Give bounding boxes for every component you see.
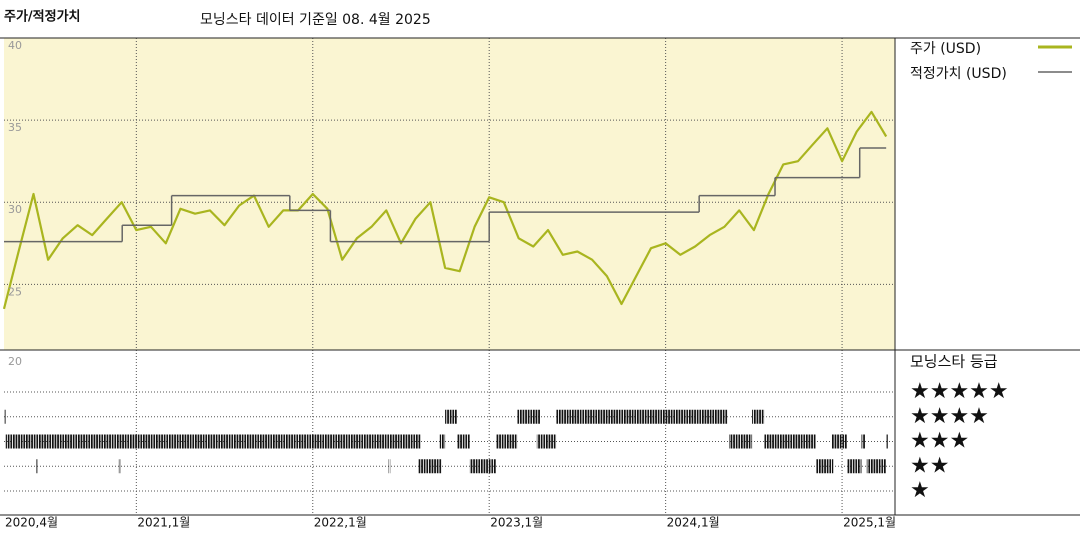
rating-bar	[5, 434, 421, 449]
rating-bar	[35, 459, 38, 474]
rating-panel-label: 20	[8, 355, 22, 368]
rating-bar	[861, 434, 866, 449]
rating-star-label: ★★	[910, 453, 949, 478]
rating-star-label: ★★★	[910, 429, 969, 454]
plot-background	[4, 38, 895, 350]
rating-title: 모닝스타 등급	[910, 353, 998, 371]
rating-star-label: ★	[910, 478, 930, 503]
x-tick-label: 2024,1월	[667, 516, 720, 530]
rating-bar	[118, 459, 121, 474]
chart-title: 주가/적정가치	[4, 9, 81, 25]
x-tick-label: 2023,1월	[490, 516, 543, 530]
rating-star-label: ★★★★★	[910, 379, 1009, 404]
price-line	[2, 110, 888, 310]
rating-bar	[418, 459, 442, 474]
rating-bar	[536, 434, 557, 449]
rating-bar	[469, 459, 497, 474]
x-tick-label: 2021,1월	[137, 516, 190, 530]
rating-bar	[729, 434, 753, 449]
rating-bar	[866, 459, 887, 474]
rating-bar	[445, 409, 458, 424]
marks	[2, 110, 888, 474]
y-tick-label: 35	[8, 121, 22, 134]
rating-bar	[388, 459, 391, 474]
y-tick-label: 30	[8, 203, 22, 216]
rating-bar	[847, 459, 862, 474]
chart-subtitle: 모닝스타 데이터 기준일 08. 4월 2025	[200, 12, 431, 28]
rating-bar	[496, 434, 518, 449]
legend-label: 적정가치 (USD)	[910, 66, 1007, 82]
rating-bar	[815, 459, 834, 474]
x-tick-label: 2020,4월	[5, 516, 58, 530]
rating-bar	[764, 434, 816, 449]
rating-bar	[4, 409, 6, 424]
rating-star-label: ★★★★	[910, 404, 989, 429]
x-tick-label: 2025,1월	[843, 516, 896, 530]
rating-bar	[439, 434, 446, 449]
y-tick-label: 25	[8, 285, 22, 298]
rating-bar	[752, 409, 765, 424]
rating-bar	[831, 434, 848, 449]
x-tick-label: 2022,1월	[314, 516, 367, 530]
legend-label: 주가 (USD)	[910, 41, 981, 57]
y-tick-label: 40	[8, 39, 22, 52]
rating-bar	[517, 409, 541, 424]
rating-bar	[457, 434, 470, 449]
rating-bar	[556, 409, 728, 424]
rating-bar	[886, 434, 888, 449]
